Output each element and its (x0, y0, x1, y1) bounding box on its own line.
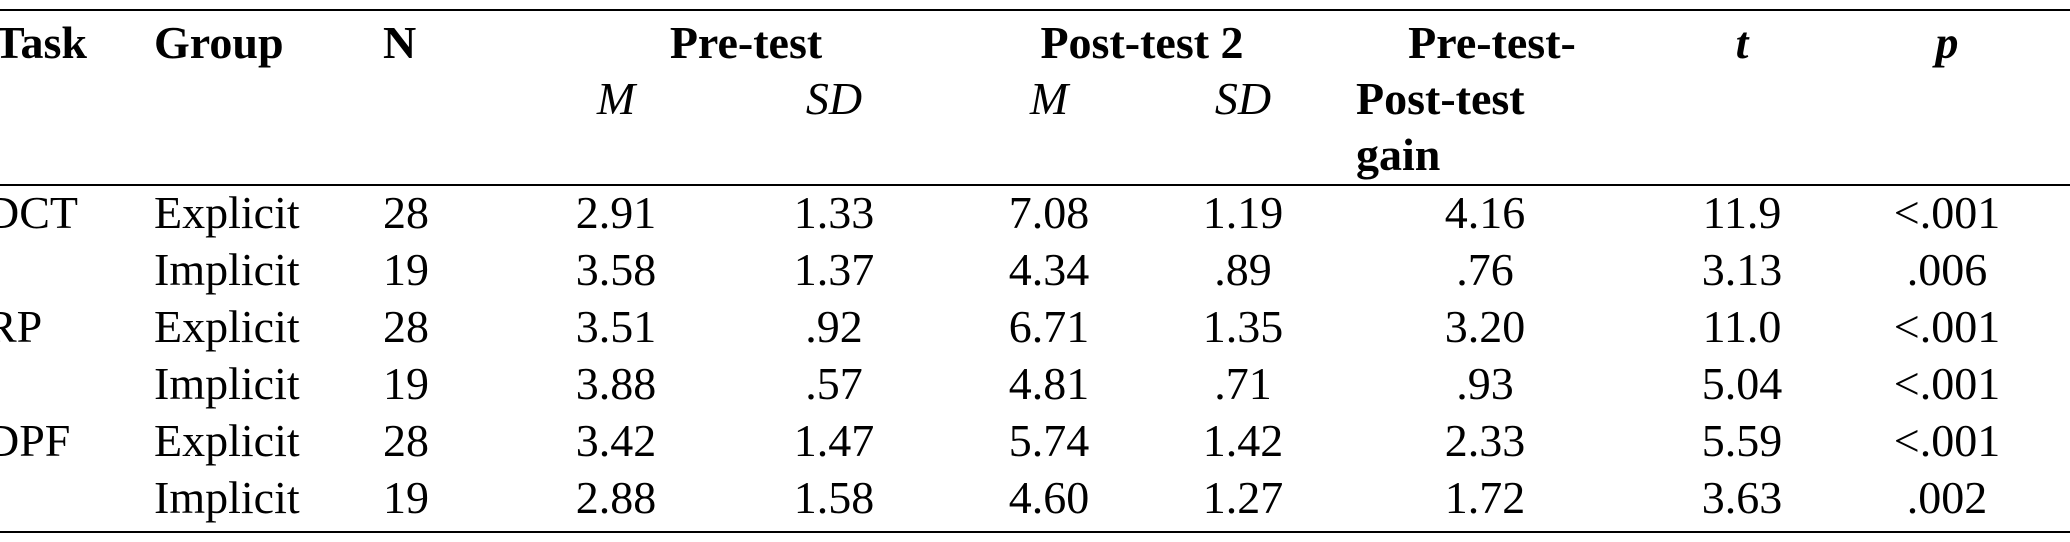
post-m-cell: 7.08 (1009, 187, 1090, 238)
p-cell: <.001 (1894, 187, 2000, 238)
group-cell: Explicit (154, 301, 300, 352)
post-m-cell: 4.34 (1009, 244, 1090, 295)
header-sub: M (596, 73, 638, 124)
post-sd-cell: .89 (1214, 244, 1272, 295)
gain-cell: .93 (1456, 358, 1514, 409)
group-cell: Implicit (154, 244, 300, 295)
t-cell: 3.13 (1702, 244, 1783, 295)
gain-cell: 1.72 (1445, 472, 1526, 523)
n-cell: 19 (383, 472, 429, 523)
pre-sd-cell: .57 (805, 358, 863, 409)
header-t: t (1736, 17, 1750, 68)
header-sub: SD (1215, 73, 1271, 124)
header-task: Task (0, 17, 87, 68)
p-cell: <.001 (1894, 415, 2000, 466)
header-p: p (1932, 17, 1959, 68)
task-cell: DPF (0, 415, 70, 466)
pre-m-cell: 2.88 (576, 472, 657, 523)
pre-m-cell: 3.42 (576, 415, 657, 466)
p-cell: .002 (1907, 472, 1988, 523)
n-cell: 19 (383, 358, 429, 409)
pre-sd-cell: 1.37 (794, 244, 875, 295)
task-cell: DCT (0, 187, 78, 238)
n-cell: 28 (383, 301, 429, 352)
t-cell: 5.59 (1702, 415, 1783, 466)
pre-sd-cell: 1.33 (794, 187, 875, 238)
post-sd-cell: 1.19 (1203, 187, 1284, 238)
header-gain: Pre-test- (1408, 17, 1576, 68)
post-sd-cell: 1.35 (1203, 301, 1284, 352)
p-cell: <.001 (1894, 301, 2000, 352)
pre-m-cell: 3.51 (576, 301, 657, 352)
p-cell: <.001 (1894, 358, 2000, 409)
n-cell: 28 (383, 187, 429, 238)
header-sub: M (1029, 73, 1071, 124)
gain-cell: 3.20 (1445, 301, 1526, 352)
post-sd-cell: 1.42 (1203, 415, 1284, 466)
header-sub: SD (806, 73, 862, 124)
pre-sd-cell: 1.58 (794, 472, 875, 523)
pre-m-cell: 3.88 (576, 358, 657, 409)
t-cell: 5.04 (1702, 358, 1783, 409)
group-cell: Explicit (154, 187, 300, 238)
pre-m-cell: 3.58 (576, 244, 657, 295)
post-m-cell: 5.74 (1009, 415, 1090, 466)
group-cell: Explicit (154, 415, 300, 466)
header-gain: gain (1356, 129, 1440, 180)
pre-sd-cell: .92 (805, 301, 863, 352)
gain-cell: 2.33 (1445, 415, 1526, 466)
group-cell: Implicit (154, 472, 300, 523)
pre-sd-cell: 1.47 (794, 415, 875, 466)
post-m-cell: 6.71 (1009, 301, 1090, 352)
header-n: N (383, 17, 416, 68)
header-gain: Post-test (1356, 73, 1525, 124)
gain-cell: .76 (1456, 244, 1514, 295)
n-cell: 19 (383, 244, 429, 295)
group-cell: Implicit (154, 358, 300, 409)
post-sd-cell: .71 (1214, 358, 1272, 409)
header-group: Group (154, 17, 284, 68)
header-pretest: Pre-test (670, 17, 823, 68)
p-cell: .006 (1907, 244, 1988, 295)
t-cell: 11.0 (1703, 301, 1782, 352)
post-sd-cell: 1.27 (1203, 472, 1284, 523)
post-m-cell: 4.60 (1009, 472, 1090, 523)
task-cell: RP (0, 301, 42, 352)
t-cell: 3.63 (1702, 472, 1783, 523)
gain-cell: 4.16 (1445, 187, 1526, 238)
header-posttest2: Post-test 2 (1040, 17, 1243, 68)
t-cell: 11.9 (1703, 187, 1782, 238)
pre-m-cell: 2.91 (576, 187, 657, 238)
n-cell: 28 (383, 415, 429, 466)
post-m-cell: 4.81 (1009, 358, 1090, 409)
